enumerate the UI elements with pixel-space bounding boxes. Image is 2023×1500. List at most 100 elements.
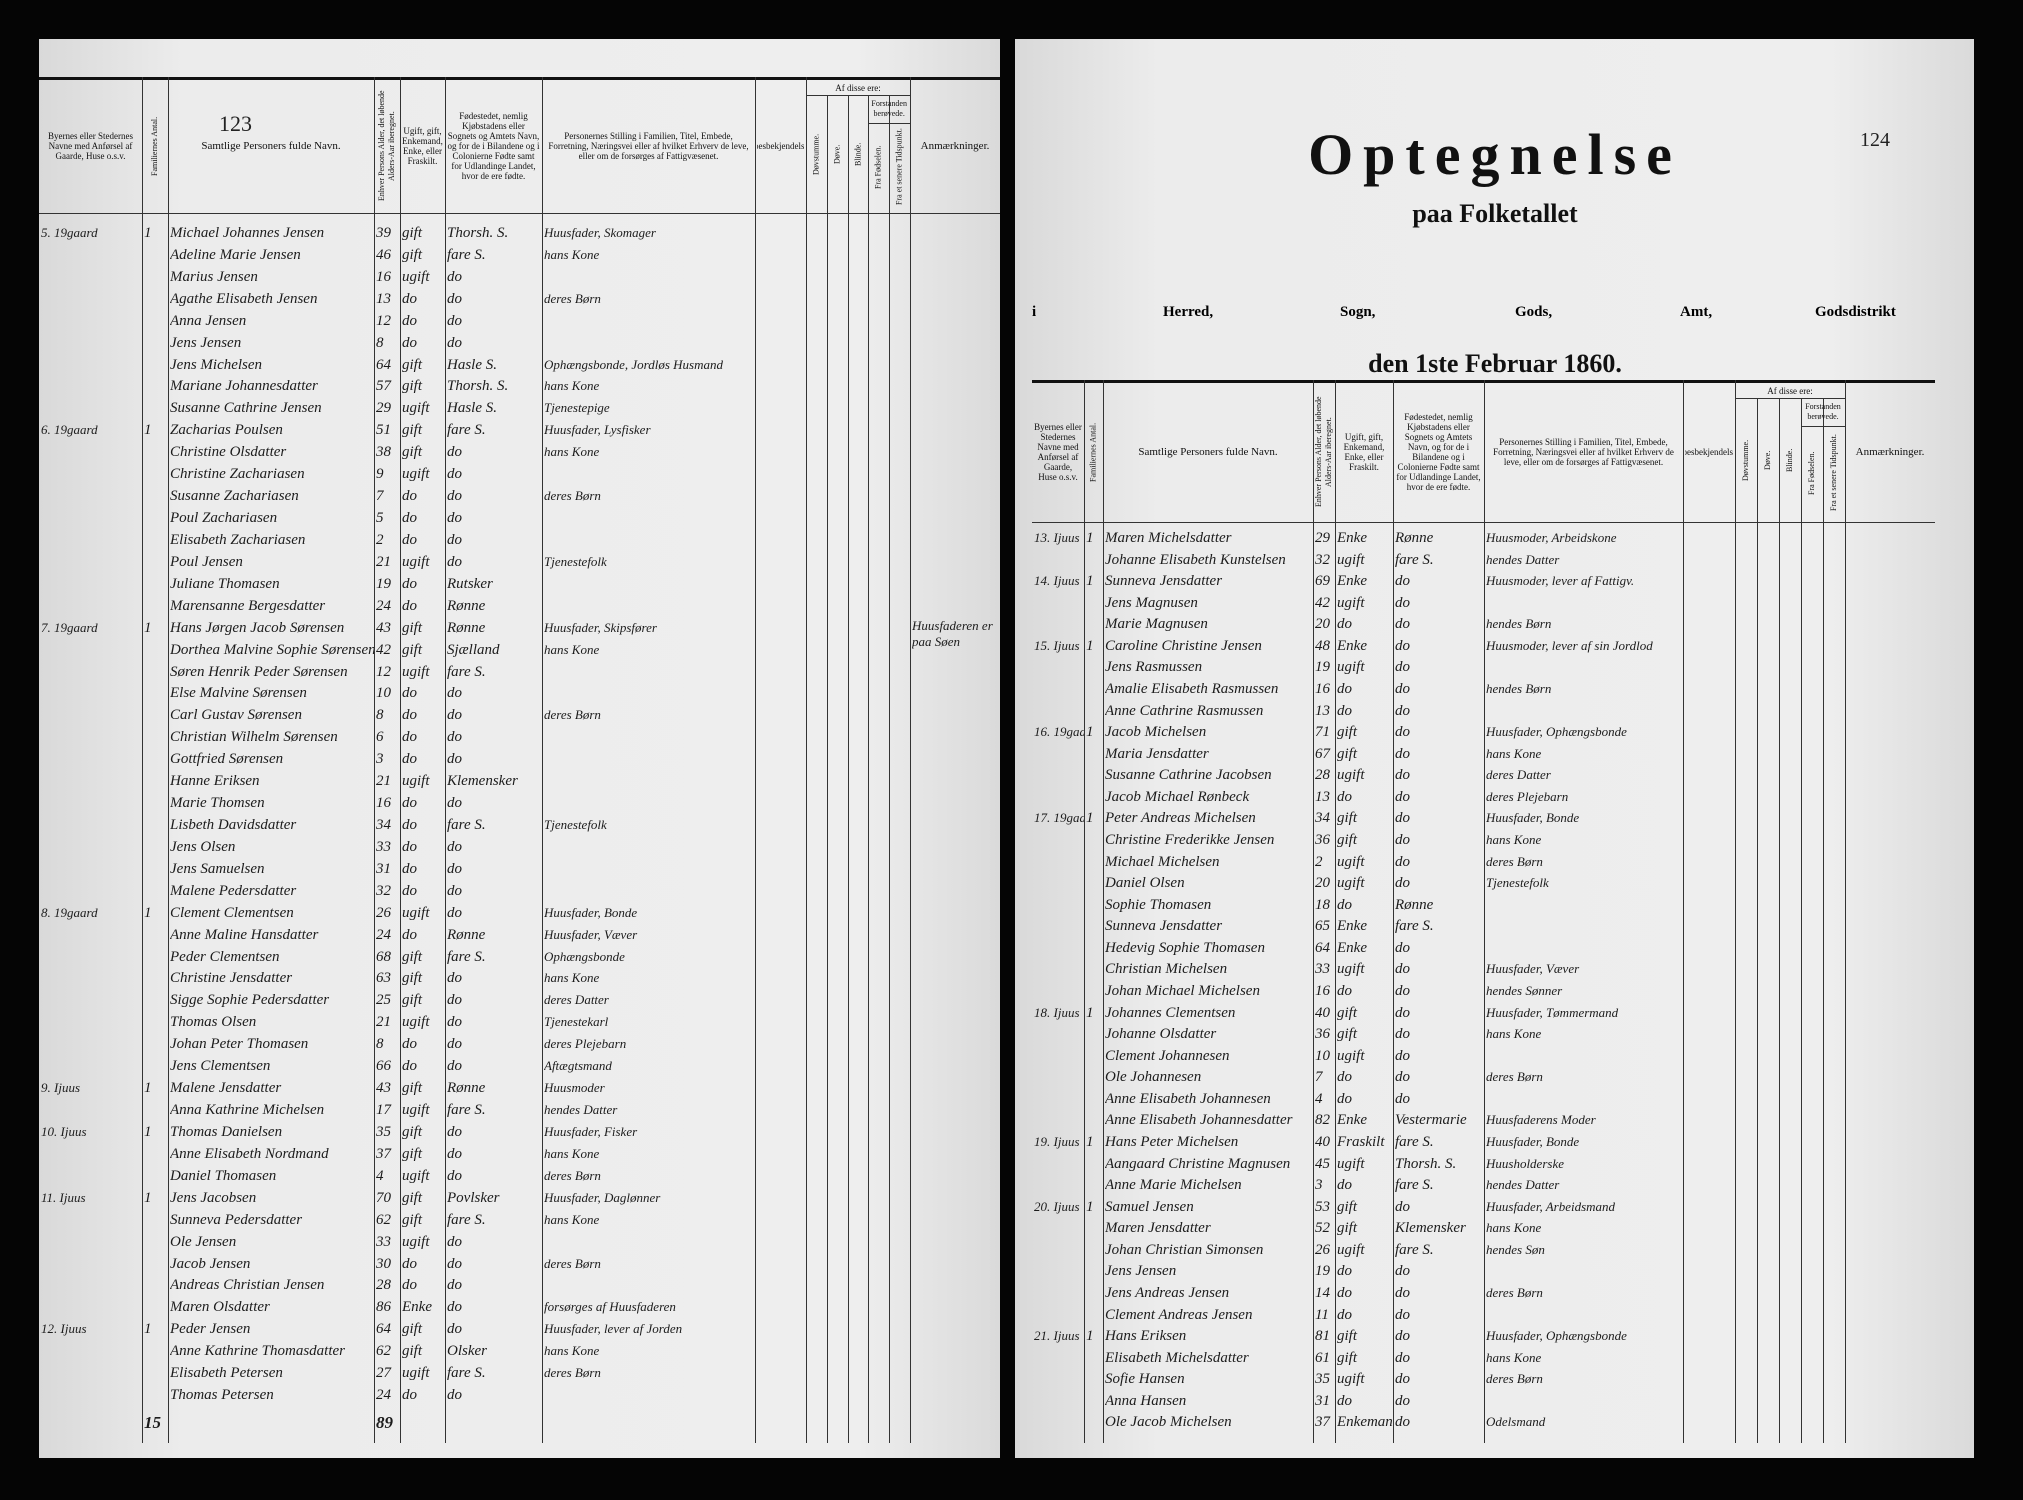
entry-position: hendes Datter xyxy=(1486,551,1560,567)
entry-age: 21 xyxy=(376,1014,391,1031)
entry-birthplace: fare S. xyxy=(1395,1134,1434,1150)
entry-position: Tjenestepige xyxy=(544,400,610,416)
entry-age: 12 xyxy=(376,663,391,680)
entry-status: ugift xyxy=(1337,551,1365,568)
entry-birthplace: Povlsker xyxy=(447,1189,500,1206)
entry-position: Huusfader, Daglønner xyxy=(544,1189,661,1205)
entry-household: 11. Ijuus xyxy=(41,1189,86,1205)
entry-birthplace: do xyxy=(1395,1026,1410,1043)
entry-age: 17 xyxy=(376,1102,391,1119)
entry-age: 46 xyxy=(376,246,391,263)
entry-age: 43 xyxy=(376,619,391,636)
entry-position: deres Børn xyxy=(544,707,601,723)
entry-status: gift xyxy=(402,1343,423,1360)
entry-name: Jens Jensen xyxy=(170,334,242,351)
entry-birthplace: fare S. xyxy=(1395,918,1434,935)
entry-status: do xyxy=(402,1036,417,1053)
entry-status: gift xyxy=(402,992,423,1009)
entry-position: hans Kone xyxy=(1486,832,1542,847)
column-line xyxy=(542,77,543,1443)
entry-name: Michael Johannes Jensen xyxy=(170,225,325,241)
left-page: 123 Byernes eller Stedernes Navne med An… xyxy=(39,39,1000,1458)
entry-age: 42 xyxy=(376,641,391,658)
entry-birthplace: do xyxy=(447,1255,462,1272)
entry-birthplace: Sjælland xyxy=(447,641,500,658)
column-header: Forstanden berøvede. xyxy=(871,99,907,118)
subtitle: paa Folketallet xyxy=(1412,199,1578,228)
entry-name: Andreas Christian Jensen xyxy=(170,1277,325,1294)
entry-status: do xyxy=(1337,702,1352,719)
entry-name: Hanne Eriksen xyxy=(170,773,260,790)
entry-status: Fraskilt xyxy=(1337,1134,1385,1150)
column-header: Troesbekjendelsen. xyxy=(1685,447,1733,457)
entry-name: Caroline Christine Jensen xyxy=(1105,637,1262,654)
entry-age: 29 xyxy=(1315,530,1330,546)
entry-count: 1 xyxy=(144,1080,152,1097)
entry-name: Susanne Cathrine Jacobsen xyxy=(1105,767,1272,784)
column-header: Ugift, gift, Enkemand, Enke, eller Frask… xyxy=(402,126,443,166)
entry-name: Peter Andreas Michelsen xyxy=(1105,810,1256,827)
entry-status: gift xyxy=(1337,810,1358,827)
rule xyxy=(1032,522,1935,523)
entry-birthplace: do xyxy=(447,290,462,307)
entry-age: 71 xyxy=(1315,724,1330,741)
entry-birthplace: Klemensker xyxy=(1395,1220,1466,1237)
entry-name: Jens Samuelsen xyxy=(170,860,265,877)
entry-household: 16. 19gaard xyxy=(1034,724,1084,740)
entry-birthplace: do xyxy=(1395,961,1410,978)
entry-birthplace: fare S. xyxy=(447,422,486,439)
column-line xyxy=(1335,380,1336,1443)
entry-birthplace: do xyxy=(447,1058,462,1075)
entry-household: 18. Ijuus xyxy=(1034,1004,1080,1020)
entry-birthplace: do xyxy=(447,860,462,877)
entry-household: 21. Ijuus xyxy=(1034,1328,1080,1344)
entry-birthplace: fare S. xyxy=(447,948,486,965)
entry-status: do xyxy=(402,685,417,702)
entry-status: gift xyxy=(402,444,423,461)
entry-position: deres Børn xyxy=(544,1365,601,1381)
entry-age: 32 xyxy=(376,882,391,899)
entry-age: 3 xyxy=(376,751,384,768)
entry-status: ugift xyxy=(402,268,430,285)
entry-age: 61 xyxy=(1315,1349,1330,1366)
total-age: 89 xyxy=(376,1413,393,1432)
entry-birthplace: do xyxy=(447,1145,462,1162)
entry-status: do xyxy=(402,838,417,855)
column-header: Døve. xyxy=(1763,450,1772,470)
entry-status: Enke xyxy=(1337,918,1367,935)
entry-name: Christine Olsdatter xyxy=(170,444,287,461)
column-line xyxy=(374,77,375,1443)
entry-age: 19 xyxy=(1315,1263,1330,1280)
entry-status: gift xyxy=(402,378,423,395)
entry-name: Clement Johannesen xyxy=(1105,1047,1230,1064)
entry-status: ugift xyxy=(402,904,430,921)
entry-birthplace: do xyxy=(447,838,462,855)
column-header: Blinde. xyxy=(852,142,862,166)
entry-name: Amalie Elisabeth Rasmussen xyxy=(1105,681,1279,697)
entry-status: gift xyxy=(402,422,423,439)
entry-age: 16 xyxy=(1315,681,1330,697)
entry-birthplace: do xyxy=(447,1167,462,1184)
entry-birthplace: Klemensker xyxy=(447,773,518,790)
entry-name: Jens Jensen xyxy=(1105,1263,1177,1280)
entry-birthplace: do xyxy=(1395,853,1410,870)
entry-notes: Huusfaderen er paa Søen xyxy=(912,617,993,649)
entry-birthplace: do xyxy=(1395,724,1410,741)
column-line xyxy=(1393,380,1394,1443)
entry-count: 1 xyxy=(1086,637,1094,654)
entry-status: gift xyxy=(1337,745,1358,762)
entry-status: do xyxy=(402,334,417,351)
entry-name: Jacob Michelsen xyxy=(1105,724,1207,741)
entry-age: 4 xyxy=(376,1167,384,1184)
census-date: den 1ste Februar 1860. xyxy=(1368,349,1622,378)
entry-age: 35 xyxy=(1315,1371,1330,1388)
entry-age: 81 xyxy=(1315,1328,1330,1345)
entry-birthplace: do xyxy=(1395,810,1410,827)
entry-birthplace: do xyxy=(447,970,462,987)
entry-age: 24 xyxy=(376,926,391,943)
column-line xyxy=(847,95,849,1443)
column-header: Af disse ere: xyxy=(1767,386,1813,396)
column-header: Døvstumme. xyxy=(1741,439,1750,481)
entry-status: ugift xyxy=(402,466,430,483)
entry-birthplace: do xyxy=(447,685,462,702)
